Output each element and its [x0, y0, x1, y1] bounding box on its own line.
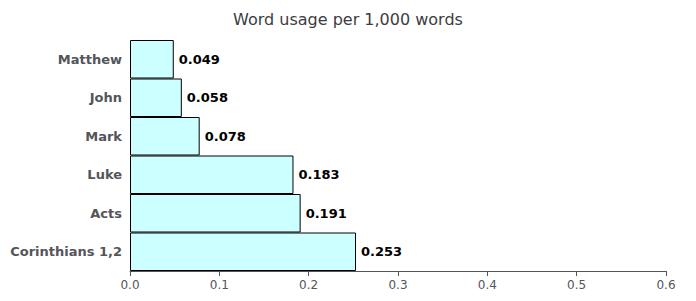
- svg-text:Luke: Luke: [87, 167, 122, 182]
- svg-text:0.2: 0.2: [299, 278, 318, 292]
- svg-text:0.0: 0.0: [120, 278, 139, 292]
- svg-text:0.191: 0.191: [306, 206, 347, 221]
- svg-text:0.058: 0.058: [187, 90, 228, 105]
- svg-text:John: John: [89, 90, 122, 105]
- svg-text:0.183: 0.183: [298, 167, 339, 182]
- svg-text:0.049: 0.049: [179, 52, 220, 67]
- svg-text:0.5: 0.5: [567, 278, 586, 292]
- svg-text:0.253: 0.253: [361, 244, 402, 259]
- svg-text:Mark: Mark: [85, 129, 122, 144]
- svg-text:Acts: Acts: [90, 206, 122, 221]
- svg-text:0.4: 0.4: [478, 278, 497, 292]
- svg-text:Corinthians 1,2: Corinthians 1,2: [10, 244, 122, 259]
- svg-text:0.3: 0.3: [388, 278, 407, 292]
- svg-text:0.6: 0.6: [656, 278, 675, 292]
- svg-text:Matthew: Matthew: [58, 52, 122, 67]
- svg-text:0.078: 0.078: [205, 129, 246, 144]
- svg-text:0.1: 0.1: [210, 278, 229, 292]
- svg-text:Word usage per 1,000 words: Word usage per 1,000 words: [233, 10, 463, 29]
